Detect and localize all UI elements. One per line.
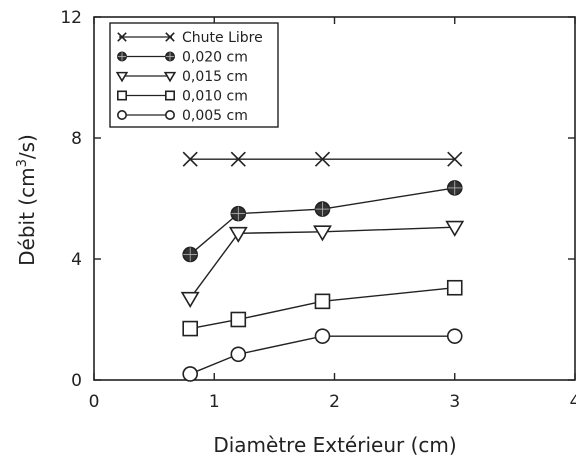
filled-circle-marker	[182, 246, 198, 263]
down-triangle-marker	[180, 291, 200, 308]
legend-label: 0,005 cm	[182, 108, 248, 124]
x-tick-label: 2	[329, 392, 340, 412]
series-1	[182, 180, 463, 263]
legend-label: 0,020 cm	[182, 50, 248, 66]
y-axis-title-end: /s)	[15, 134, 39, 159]
series-layer	[180, 151, 465, 382]
legend-box	[109, 22, 279, 128]
y-tick-label: 4	[71, 250, 82, 270]
x-marker-stroke	[182, 151, 198, 167]
down-triangle-marker	[313, 225, 332, 242]
x-tick-label: 1	[209, 392, 220, 412]
series-line	[189, 335, 455, 375]
square-marker	[230, 311, 247, 328]
series-line	[189, 187, 455, 255]
y-tick-label: 0	[71, 371, 82, 391]
series-4	[182, 328, 463, 382]
x-marker-stroke	[447, 151, 463, 167]
legend-entry: 0,005 cm	[117, 108, 248, 124]
x-marker	[117, 32, 127, 42]
filled-circle-marker	[314, 201, 331, 217]
square-marker	[182, 320, 198, 337]
y-tick-label: 12	[60, 8, 82, 28]
circle-marker	[182, 366, 198, 382]
x-tick-label: 4	[570, 392, 576, 412]
legend-entry: Chute Libre	[117, 30, 263, 46]
x-marker-stroke	[230, 151, 246, 167]
down-triangle-marker	[163, 71, 177, 83]
series-0	[182, 151, 463, 167]
x-marker-stroke	[165, 32, 175, 42]
x-marker	[165, 32, 175, 42]
x-marker	[230, 151, 246, 167]
legend-label: 0,010 cm	[182, 89, 248, 105]
filled-circle-marker	[446, 180, 463, 196]
legend-label: Chute Libre	[182, 30, 263, 46]
legend-entry: 0,010 cm	[117, 89, 248, 105]
legend-label: 0,015 cm	[182, 69, 248, 85]
down-triangle-marker	[115, 71, 129, 83]
series-line	[190, 287, 455, 330]
x-tick-label: 0	[89, 392, 100, 412]
x-marker	[182, 151, 198, 167]
series-3	[182, 279, 463, 337]
filled-circle-marker	[230, 205, 247, 222]
square-marker	[446, 279, 463, 296]
y-axis-title: Débit (cm3/s)	[15, 134, 39, 266]
y-axis-title-superscript: 3	[15, 159, 30, 167]
x-marker	[314, 151, 331, 167]
x-tick-label: 3	[449, 392, 460, 412]
x-marker	[447, 151, 463, 167]
legend-entry: 0,015 cm	[115, 69, 248, 85]
x-marker-stroke	[117, 32, 127, 42]
series-2	[180, 220, 465, 308]
square-marker	[165, 90, 176, 101]
circle-marker	[446, 328, 463, 344]
down-triangle-marker	[445, 220, 465, 237]
square-marker	[117, 90, 128, 101]
circle-marker	[230, 346, 247, 363]
filled-circle-marker	[165, 51, 176, 62]
circle-marker	[165, 110, 176, 121]
legend-entry: 0,020 cm	[117, 50, 248, 66]
circle-marker	[117, 110, 128, 121]
circle-marker	[314, 328, 331, 344]
y-tick-label: 8	[71, 129, 82, 149]
down-triangle-marker	[228, 226, 248, 243]
legend: Chute Libre 0,020 cm 0,015 cm 0,010 cm 0,005…	[109, 22, 279, 128]
y-axis-title-main: Débit (cm	[15, 167, 39, 265]
x-marker-stroke	[314, 151, 331, 167]
filled-circle-marker	[117, 51, 128, 62]
series-line	[189, 226, 455, 299]
x-axis-title: Diamètre Extérieur (cm)	[213, 433, 456, 457]
square-marker	[314, 293, 331, 310]
